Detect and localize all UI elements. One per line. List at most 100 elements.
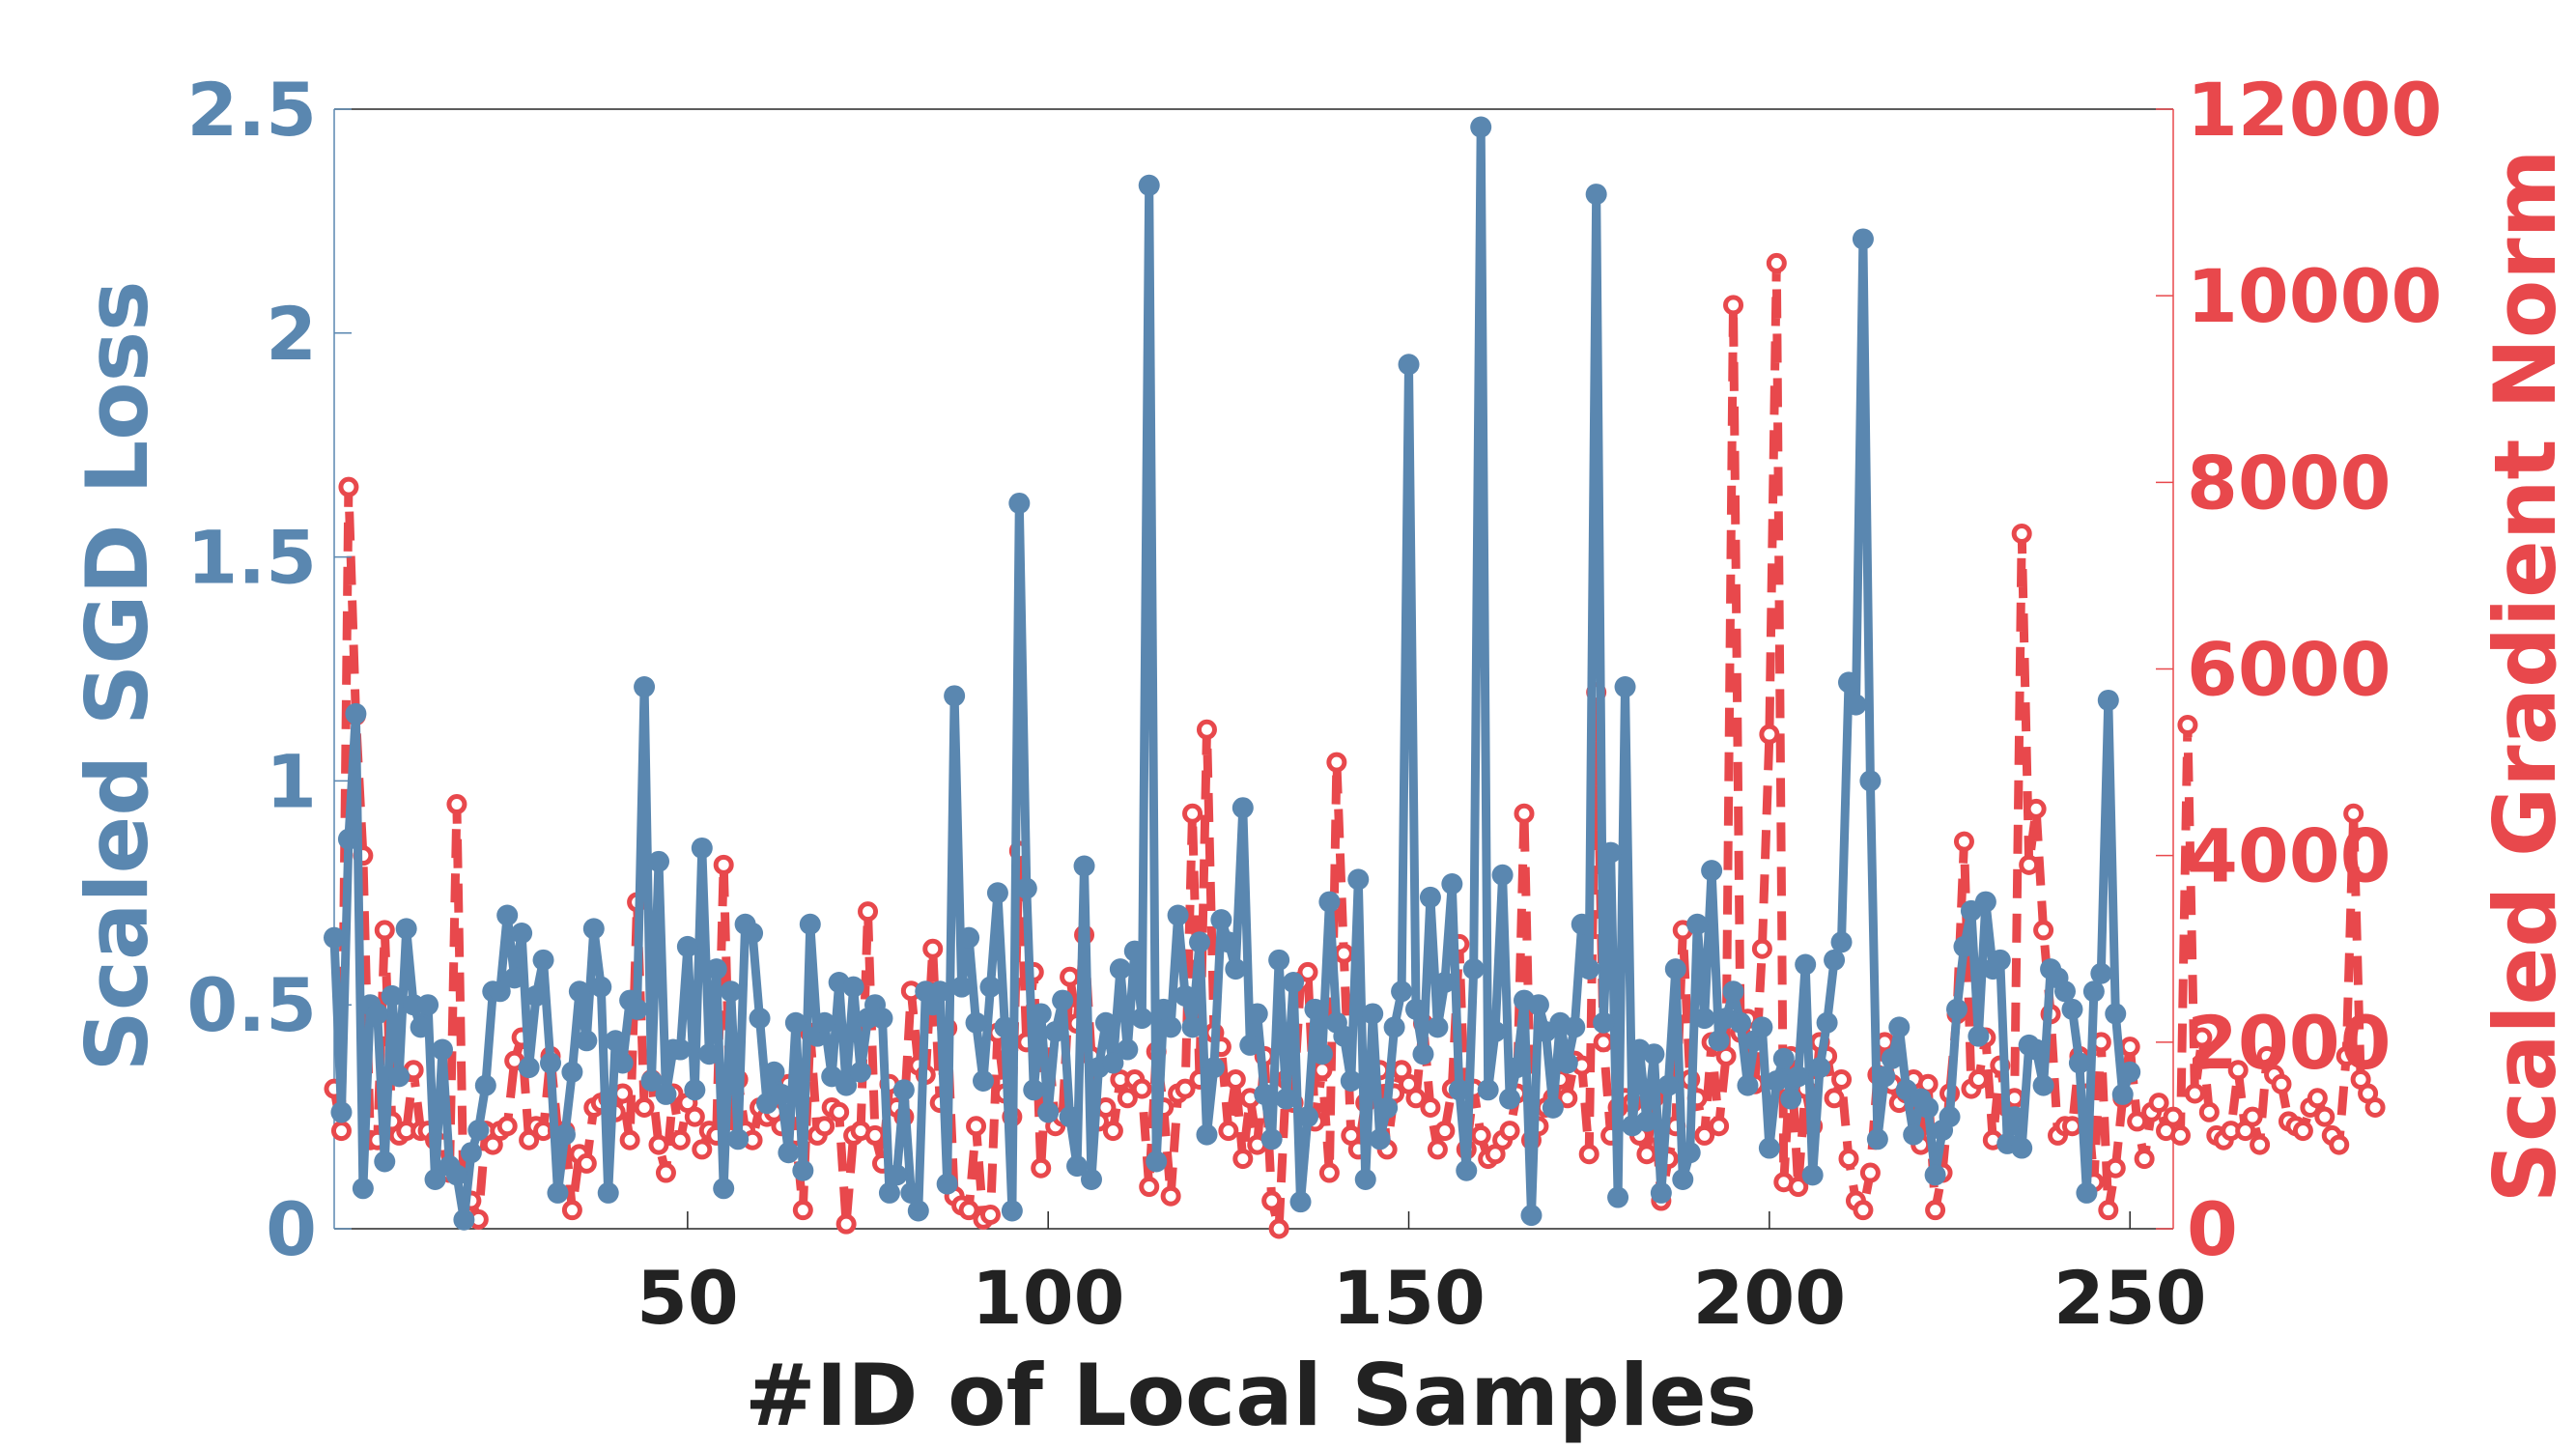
gradient-norm-point xyxy=(1297,961,1318,982)
sgd-loss-point xyxy=(842,976,864,998)
x-tick-label: 250 xyxy=(2053,1255,2207,1341)
sgd-loss-point xyxy=(1470,116,1492,138)
right-y-tick-label: 12000 xyxy=(2187,67,2442,153)
sgd-loss-point xyxy=(1347,868,1370,891)
sgd-loss-point xyxy=(1456,1159,1478,1181)
gradient-norm-point xyxy=(713,854,734,875)
sgd-loss-point xyxy=(1066,1155,1089,1178)
sgd-loss-point xyxy=(1672,1169,1694,1191)
gradient-norm-point xyxy=(496,1116,518,1137)
sgd-loss-point xyxy=(432,1038,453,1061)
sgd-loss-point xyxy=(1506,1057,1528,1079)
gradient-norm-point xyxy=(1766,252,1787,273)
sgd-loss-point xyxy=(1556,1052,1578,1074)
sgd-loss-point xyxy=(1859,770,1882,792)
sgd-loss-point xyxy=(1772,1047,1795,1069)
sgd-loss-point xyxy=(1225,958,1247,980)
sgd-loss-point xyxy=(871,1008,893,1030)
sgd-loss-point xyxy=(1283,972,1305,994)
sgd-loss-point xyxy=(330,1101,353,1123)
gradient-norm-point xyxy=(1420,1096,1441,1118)
sgd-loss-point xyxy=(1722,980,1744,1003)
sgd-loss-point xyxy=(1433,972,1456,994)
sgd-loss-point xyxy=(1037,1101,1060,1123)
sgd-loss-point xyxy=(640,1070,663,1093)
gradient-norm-point xyxy=(2192,1027,2213,1048)
sgd-loss-point xyxy=(1578,958,1600,980)
sgd-loss-point xyxy=(1614,676,1636,698)
gradient-norm-point xyxy=(2242,1106,2263,1127)
sgd-loss-point xyxy=(900,1181,922,1204)
left-y-tick-label: 0.5 xyxy=(186,962,317,1048)
sgd-loss-point xyxy=(388,1065,410,1088)
sgd-loss-point xyxy=(713,1178,735,1200)
sgd-loss-point xyxy=(994,1016,1016,1038)
sgd-loss-point xyxy=(1643,1043,1665,1065)
sgd-loss-point xyxy=(950,976,973,998)
sgd-loss-point xyxy=(1081,1169,1102,1191)
sgd-loss-point xyxy=(1974,891,1996,913)
gradient-norm-point xyxy=(2134,1149,2155,1170)
sgd-loss-point xyxy=(1939,1106,1961,1128)
gradient-norm-point xyxy=(1499,1121,1520,1142)
gradient-norm-point xyxy=(958,1200,979,1221)
sgd-loss-point xyxy=(944,685,966,707)
sgd-loss-point xyxy=(345,702,367,724)
gradient-norm-point xyxy=(1723,295,1744,316)
gradient-norm-point xyxy=(446,794,467,815)
sgd-loss-point xyxy=(381,984,403,1007)
gradient-norm-point xyxy=(561,1200,582,1221)
sgd-loss-point xyxy=(424,1169,446,1191)
sgd-loss-point xyxy=(337,828,359,850)
gradient-norm-point xyxy=(966,1116,987,1137)
gradient-norm-point xyxy=(1434,1121,1456,1142)
sgd-loss-point xyxy=(792,1159,814,1181)
gradient-norm-point xyxy=(2105,1157,2126,1179)
right-y-tick-label: 10000 xyxy=(2187,253,2442,339)
sgd-loss-point xyxy=(1023,1079,1045,1101)
gradient-norm-point xyxy=(864,1124,886,1146)
sgd-loss-point xyxy=(2025,1038,2048,1061)
sgd-loss-point xyxy=(1117,1038,1139,1061)
left-y-tick-label: 2.5 xyxy=(186,67,317,153)
gradient-norm-point xyxy=(1326,752,1347,773)
gradient-norm-point xyxy=(2314,1106,2335,1127)
sgd-loss-point xyxy=(986,882,1008,904)
sgd-loss-point xyxy=(705,958,727,980)
sgd-loss-point xyxy=(532,949,554,971)
left-y-tick-label: 0 xyxy=(266,1186,317,1272)
sgd-loss-point xyxy=(1354,1169,1376,1191)
sgd-loss-point xyxy=(1268,949,1290,971)
sgd-loss-point xyxy=(1693,1008,1715,1030)
sgd-loss-point xyxy=(1210,909,1232,931)
sgd-loss-point xyxy=(1809,1057,1831,1079)
sgd-loss-point xyxy=(1167,904,1189,926)
gradient-norm-point xyxy=(1824,1088,1845,1109)
sgd-loss-point xyxy=(1751,1016,1773,1038)
gradient-norm-point xyxy=(1751,938,1772,959)
sgd-loss-point xyxy=(568,980,590,1003)
gradient-norm-point xyxy=(858,901,879,923)
sgd-loss-point xyxy=(1052,989,1074,1011)
sgd-loss-point xyxy=(691,837,713,859)
sgd-loss-point xyxy=(1635,1110,1657,1132)
sgd-loss-point xyxy=(676,935,698,957)
sgd-loss-point xyxy=(1874,1065,1896,1088)
sgd-loss-point xyxy=(1376,1096,1399,1119)
sgd-loss-point xyxy=(582,918,605,940)
sgd-loss-point xyxy=(835,1074,858,1096)
gradient-norm-point xyxy=(1578,1144,1599,1165)
sgd-loss-point xyxy=(1412,1043,1434,1065)
gradient-norm-point xyxy=(1333,943,1354,964)
gradient-norm-point xyxy=(655,1162,676,1183)
sgd-loss-point xyxy=(1398,354,1420,376)
gradient-norm-point xyxy=(619,1129,640,1151)
sgd-loss-point xyxy=(1123,940,1146,962)
gradient-norm-point xyxy=(2364,1096,2386,1118)
right-y-tick-label: 0 xyxy=(2187,1186,2238,1272)
sgd-loss-point xyxy=(973,1070,994,1093)
sgd-loss-point xyxy=(1708,1030,1730,1052)
sgd-loss-point xyxy=(2082,980,2105,1003)
sgd-loss-point xyxy=(850,1061,872,1083)
sgd-loss-point xyxy=(1780,1088,1802,1110)
